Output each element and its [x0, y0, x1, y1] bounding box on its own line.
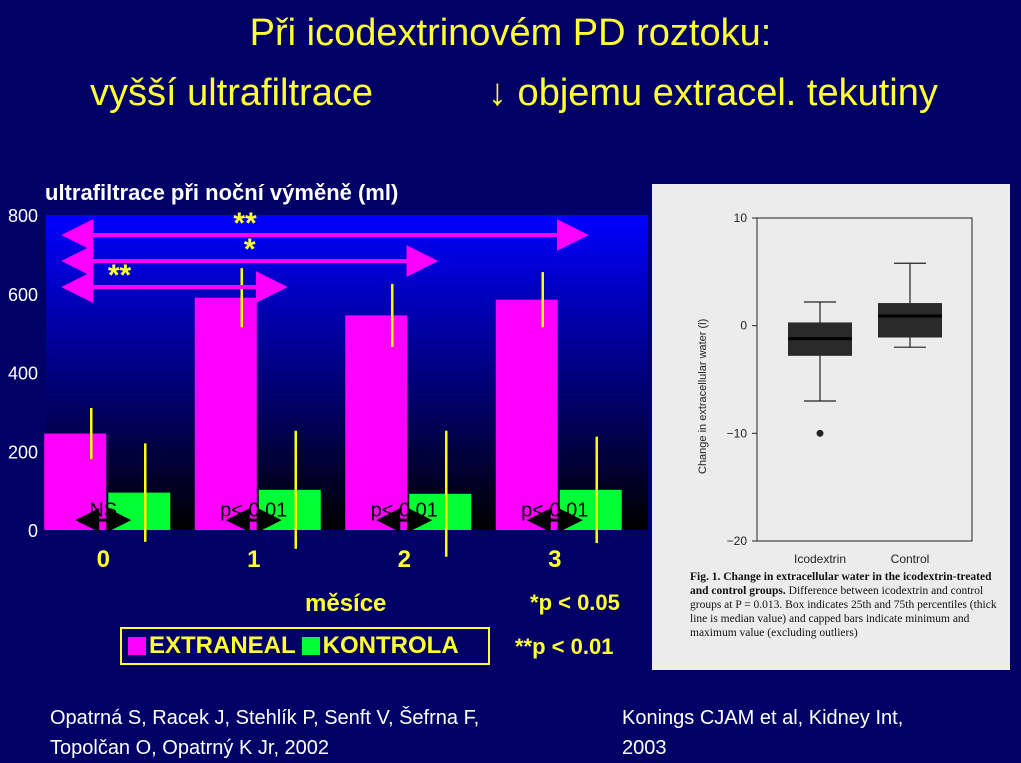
y-tick-label: 200: [8, 442, 38, 462]
bar-kontrola-0: [108, 492, 171, 530]
comparison-mark-0-3: **: [233, 207, 257, 240]
x-tick-label: 1: [247, 546, 260, 573]
y-tick-label: −10: [727, 426, 748, 440]
y-tick-label: 10: [734, 211, 748, 225]
legend-label-kontrola: KONTROLA: [322, 632, 459, 659]
significance-p05: *p < 0.05: [530, 590, 620, 616]
legend-swatch-kontrola: [301, 637, 320, 655]
slide-title-left: vyšší ultrafiltrace: [90, 72, 373, 114]
x-tick-label: 2: [398, 546, 411, 573]
sig-mark: *: [530, 590, 539, 615]
y-tick-label: 0: [28, 521, 38, 541]
x-tick-label: Icodextrin: [794, 552, 846, 566]
boxplot-figure: −20 −10 0 10 Icodextrin Control Change in ext…: [652, 184, 1010, 670]
bar-extraneal-3: [495, 299, 558, 530]
within-group-label: p< 0,01: [521, 500, 588, 522]
box-control: [878, 303, 942, 338]
boxplot-frame: [756, 217, 973, 542]
boxplot-chart: −20 −10 0 10 Icodextrin Control: [727, 211, 973, 566]
within-group-label: p< 0,01: [371, 500, 438, 522]
significance-p01: **p < 0.01: [515, 634, 613, 660]
sig-mark: **: [515, 634, 533, 659]
slide-title-right: ↓ objemu extracel. tekutiny: [488, 72, 938, 114]
sig-text: p < 0.05: [538, 590, 620, 615]
comparison-mark-0-1: **: [108, 259, 132, 292]
x-tick-label: 0: [97, 546, 110, 573]
caption-title: Fig. 1. Change in extracellular water in…: [690, 571, 992, 597]
outlier-icodextrin: [816, 429, 824, 437]
y-tick-label: −20: [727, 534, 748, 548]
legend-swatch-extraneal: [128, 637, 146, 655]
citation-left: Opatrná S, Racek J, Stehlík P, Senft V, …: [50, 707, 480, 759]
citation-right: Konings CJAM et al, Kidney Int, 2003: [622, 707, 904, 759]
x-tick-label: Control: [891, 552, 930, 566]
within-group-label: p< 0,01: [220, 500, 287, 522]
y-tick-label: 600: [8, 285, 38, 305]
y-tick-label: 400: [8, 364, 38, 384]
caption-body: Difference between icodextrin and contro…: [690, 585, 997, 639]
x-tick-label: 3: [548, 546, 561, 573]
bar-extraneal-1: [194, 297, 257, 530]
y-tick-label: 800: [8, 206, 38, 226]
within-group-label: NS: [89, 500, 117, 522]
legend-label-extraneal: EXTRANEAL: [149, 632, 296, 659]
sig-text: p < 0.01: [532, 634, 614, 659]
boxplot-ylabel: Change in extracellular water (l): [697, 318, 709, 474]
bar-chart-title: ultrafiltrace při noční výměně (ml): [45, 180, 399, 205]
bar-chart: 0 200 400 600 800 NS p< 0,01 p< 0,01 p< 0,01 **…: [8, 206, 648, 573]
bar-extraneal-2: [345, 315, 408, 530]
x-axis-label: měsíce: [305, 590, 387, 617]
figure-caption: Fig. 1. Change in extracellular water in…: [690, 570, 1000, 640]
slide-title-line1: Při icodextrinovém PD roztoku:: [249, 12, 772, 54]
chart-legend: EXTRANEAL KONTROLA: [120, 627, 490, 665]
y-tick-label: 0: [740, 319, 747, 333]
